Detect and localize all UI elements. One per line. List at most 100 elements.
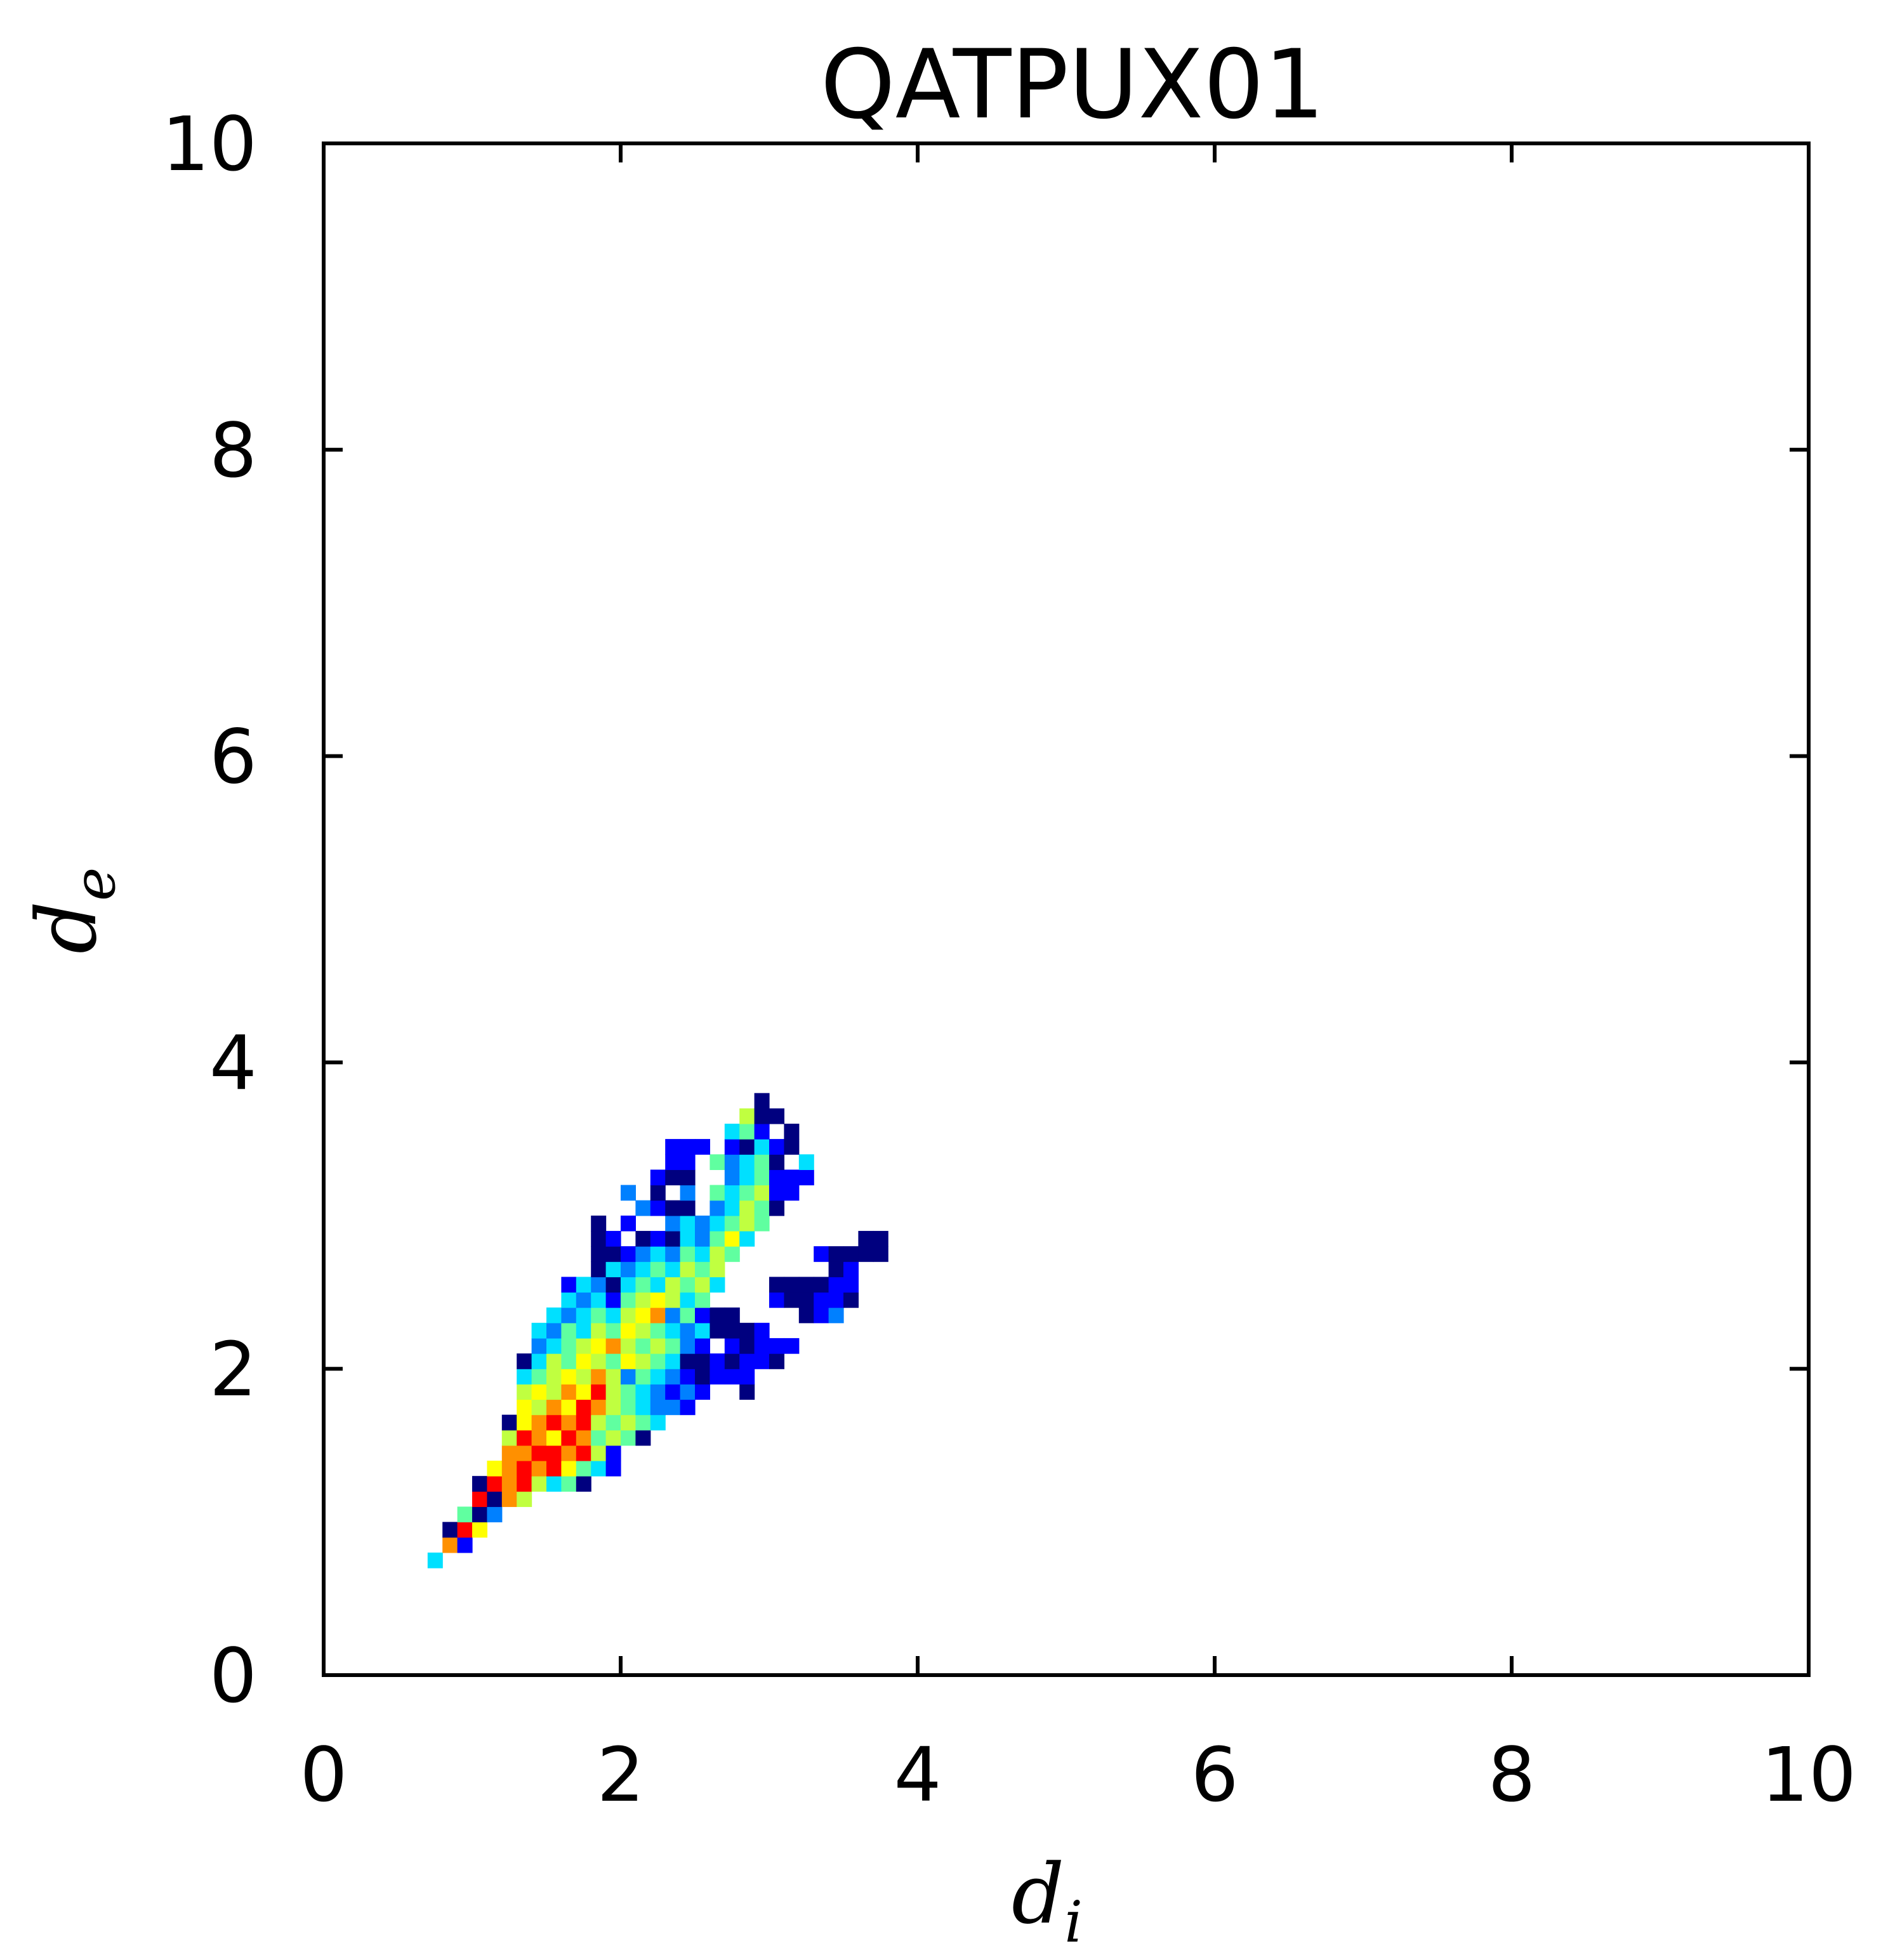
heatmap-cell [695,1139,710,1155]
heatmap-cell [724,1215,740,1232]
heatmap-cell [710,1215,725,1232]
heatmap-cell [576,1292,591,1308]
heatmap-cell [650,1292,666,1308]
heatmap-cell [754,1338,770,1354]
heatmap-cell [724,1185,740,1201]
heatmap-cell [576,1322,591,1339]
heatmap-cell [576,1461,591,1477]
heatmap-cell [546,1384,562,1400]
heatmap-cell [635,1292,651,1308]
heatmap-cell [576,1430,591,1446]
heatmap-cell [798,1307,814,1324]
heatmap-cell [517,1430,532,1446]
heatmap-cell [784,1185,800,1201]
heatmap-cell [798,1169,814,1186]
heatmap-cell [605,1399,621,1416]
heatmap-cell [739,1200,755,1216]
y-tick-label: 8 [209,407,257,494]
y-tick-label: 4 [209,1019,257,1107]
heatmap-cell [621,1185,636,1201]
heatmap-cell [635,1200,651,1216]
heatmap-cell [635,1399,651,1416]
heatmap-cell [754,1154,770,1170]
heatmap-cell [754,1215,770,1232]
heatmap-cell [695,1322,710,1339]
heatmap-cell [487,1506,503,1523]
heatmap-cell [665,1307,681,1324]
heatmap-cell [457,1537,473,1553]
heatmap-cell [635,1353,651,1369]
heatmap-cell [576,1476,591,1492]
heatmap-cell [665,1369,681,1384]
heatmap-cell [546,1461,562,1477]
heatmap-cell [591,1414,607,1431]
heatmap-cell [695,1353,710,1369]
heatmap-cell [561,1307,577,1324]
heatmap-cell [724,1338,740,1354]
heatmap-cell [710,1200,725,1216]
heatmap-cell [695,1384,710,1400]
heatmap-cell [828,1246,844,1262]
heatmap-cell [798,1277,814,1293]
heatmap-cell [546,1399,562,1416]
heatmap-cell [680,1353,696,1369]
heatmap-cell [769,1185,784,1201]
heatmap-cell [591,1261,607,1277]
heatmap-cell [680,1369,696,1384]
heatmap-cell [710,1261,725,1277]
heatmap-cell [501,1414,517,1431]
heatmap-cell [665,1338,681,1354]
heatmap-cell [591,1277,607,1293]
heatmap-cell [517,1353,532,1369]
heatmap-cell [695,1307,710,1324]
heatmap-cell [531,1430,547,1446]
heatmap-cell [754,1139,770,1155]
y-axis-label-main: d [18,901,115,954]
heatmap-cell [501,1430,517,1446]
heatmap-cell [769,1169,784,1186]
heatmap-cell [605,1353,621,1369]
heatmap-cell [650,1169,666,1186]
heatmap-cell [605,1369,621,1384]
heatmap-cell [472,1491,487,1508]
heatmap-cell [710,1353,725,1369]
heatmap-cell [769,1139,784,1155]
heatmap-cell [695,1292,710,1308]
heatmap-cell [739,1369,755,1384]
heatmap-cell [546,1369,562,1384]
heatmap-cell [665,1200,681,1216]
heatmap-cell [621,1353,636,1369]
heatmap-cell [650,1200,666,1216]
heatmap-cell [501,1476,517,1492]
heatmap-cell [605,1230,621,1247]
heatmap-cell [472,1506,487,1523]
heatmap-cell [784,1123,800,1140]
heatmap-cells [427,1093,888,1569]
heatmap-cell [739,1338,755,1354]
heatmap-cell [635,1307,651,1324]
heatmap-cell [695,1215,710,1232]
heatmap-cell [605,1322,621,1339]
heatmap-cell [650,1414,666,1431]
y-tick-label: 2 [209,1325,257,1413]
heatmap-cell [546,1322,562,1339]
heatmap-cell [621,1369,636,1384]
heatmap-cell [814,1292,829,1308]
x-tick-label: 2 [597,1731,644,1819]
heatmap-cell [784,1169,800,1186]
heatmap-cell [517,1491,532,1508]
heatmap-cell [591,1353,607,1369]
heatmap-cell [739,1139,755,1155]
heatmap-cell [546,1307,562,1324]
heatmap-cell [591,1430,607,1446]
x-tick-label: 8 [1488,1731,1535,1819]
heatmap-cell [680,1277,696,1293]
heatmap-cell [517,1369,532,1384]
heatmap-cell [576,1369,591,1384]
heatmap-cell [680,1246,696,1262]
heatmap-cell [739,1353,755,1369]
heatmap-cell [576,1277,591,1293]
heatmap-cell [769,1108,784,1124]
heatmap-cell [501,1491,517,1508]
heatmap-cell [665,1139,681,1155]
